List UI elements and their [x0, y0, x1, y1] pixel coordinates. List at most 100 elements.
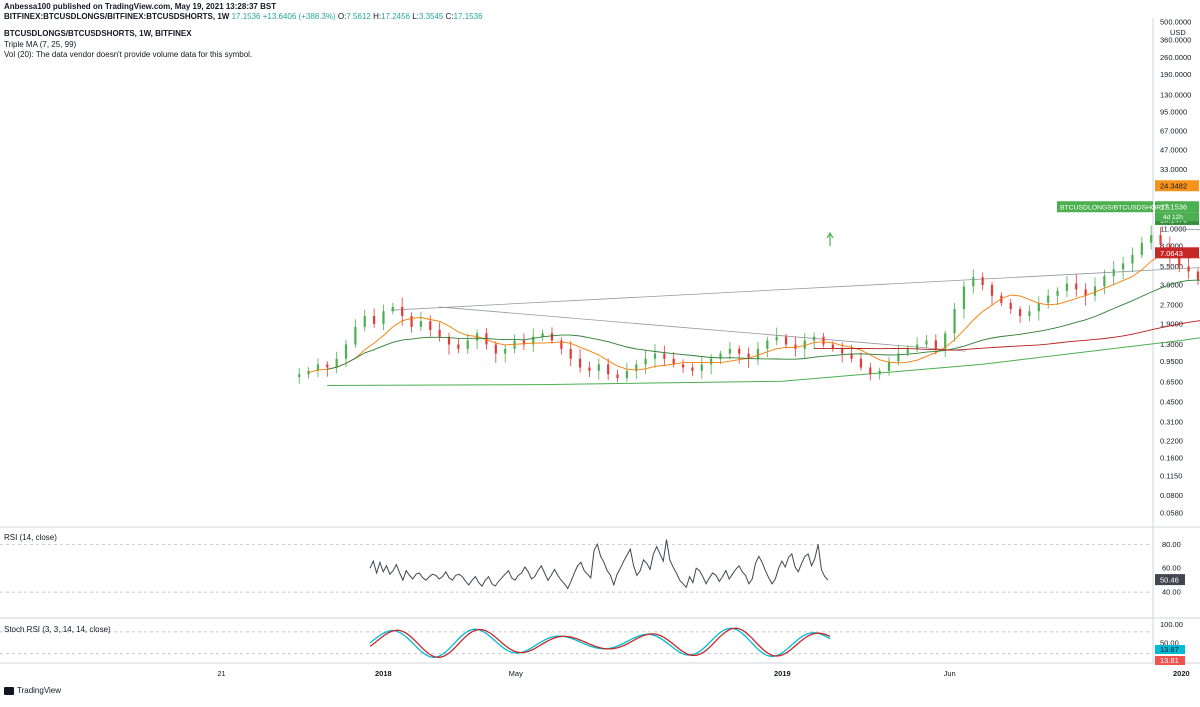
candle-body: [803, 340, 806, 349]
price-tick-label: 0.4500: [1160, 397, 1183, 406]
candle-body: [1018, 309, 1022, 317]
ma99-axis-label-bg: [1155, 247, 1199, 259]
ma25-axis-label: 24.3482: [1160, 182, 1187, 191]
ohlc-symbol: BITFINEX:BTCUSDLONGS/BITFINEX:BTCUSDSHOR…: [4, 12, 230, 21]
ohlc-h-label: H:: [373, 12, 382, 21]
candle-body: [316, 364, 320, 371]
candle-body: [934, 340, 937, 349]
price-tick-label: 1.3000: [1160, 340, 1183, 349]
candle-body: [410, 316, 413, 327]
stoch-label[interactable]: Stoch RSI (3, 3, 14, 14, close): [4, 625, 111, 634]
candle-body: [831, 344, 834, 349]
price-tick-label: 33.0000: [1160, 165, 1187, 174]
chart-title-line: BTCUSDLONGS/BTCUSDSHORTS, 1W, BITFINEX: [4, 29, 192, 39]
candle-body: [887, 361, 891, 371]
candle-body: [672, 358, 675, 365]
candle-body: [1009, 302, 1012, 310]
ma-7-line: [308, 251, 1200, 374]
candle-body: [344, 344, 348, 359]
candle-body: [560, 340, 563, 349]
tradingview-brand: TradingView: [17, 686, 62, 695]
candle-body: [1103, 276, 1106, 287]
price-tick-label: 0.1150: [1160, 471, 1182, 480]
price-tick-label: 5.5000: [1160, 262, 1183, 271]
candle-body: [691, 367, 694, 371]
tradingview-logo[interactable]: TradingView: [4, 686, 61, 695]
ohlc-line: BITFINEX:BTCUSDLONGS/BITFINEX:BTCUSDSHOR…: [4, 12, 483, 22]
candle-body: [457, 344, 460, 349]
candle-body: [401, 306, 404, 317]
candle-body: [738, 348, 741, 354]
candle-body: [494, 344, 497, 354]
candle-body: [1056, 290, 1059, 296]
price-tick-label: 67.0000: [1160, 126, 1187, 135]
candle-body: [841, 348, 844, 354]
countdown-text: 4d 12h: [1163, 214, 1183, 221]
candle-body: [1150, 235, 1153, 243]
rsi-line: [369, 539, 829, 590]
candle-body: [700, 364, 703, 371]
symbol-badge-label: BTCUSDLONGS/BTCUSDSHORTS: [1060, 205, 1170, 212]
price-tick-label: 500.0000: [1160, 18, 1191, 27]
ohlc-o-label: O:: [337, 12, 347, 21]
candle-body: [710, 358, 713, 365]
price-tick-label: 1.9000: [1160, 319, 1183, 328]
candle-body: [944, 333, 947, 349]
x-tick-label: 2020: [1173, 669, 1190, 678]
publisher-text: Anbessa100 published on TradingView.com,…: [4, 2, 277, 11]
candle-body: [597, 364, 600, 371]
candle-body: [916, 344, 919, 349]
ohlc-c-label: C:: [445, 12, 454, 21]
candle-body: [897, 353, 900, 362]
candle-body: [1178, 257, 1181, 267]
candle-body: [1112, 269, 1115, 277]
candle-body: [990, 284, 994, 296]
ohlc-c-value: 17.1536: [453, 12, 483, 21]
price-tick-label: 260.0000: [1160, 53, 1191, 62]
candle-body: [794, 344, 797, 349]
candle-body: [728, 348, 731, 354]
indicator-ma[interactable]: Triple MA (7, 25, 99): [4, 40, 77, 49]
stoch-k-label: 13.87: [1160, 645, 1179, 654]
candle-body: [354, 326, 357, 345]
ohlc-h-value: 17.2456: [381, 12, 410, 21]
candle-body: [466, 340, 469, 349]
candle-body: [578, 358, 582, 368]
candle-body: [981, 277, 984, 285]
candle-body: [644, 358, 647, 365]
candle-body: [719, 353, 722, 359]
price-tick-label: 0.0580: [1160, 509, 1183, 518]
x-tick-label: 2019: [774, 669, 791, 678]
price-tick-label: 0.9500: [1160, 357, 1183, 366]
candle-body: [756, 348, 760, 359]
ohlc-change: +13.6406 (+388.3%): [262, 12, 336, 21]
indicator-vol[interactable]: Vol (20): The data vendor doesn't provid…: [4, 50, 253, 59]
up-arrow-icon: [826, 231, 834, 246]
rsi-label[interactable]: RSI (14, close): [4, 533, 57, 542]
candle-body: [813, 336, 816, 341]
candle-body: [850, 353, 853, 359]
rsi-last-bg: [1155, 574, 1185, 586]
ma25-axis-label-bg: [1155, 180, 1199, 192]
price-tick-label: 47.0000: [1160, 146, 1187, 155]
ma99-axis-label: 7.0643: [1160, 249, 1183, 258]
candle-body: [373, 316, 376, 324]
candle-body: [1196, 271, 1200, 280]
candle-body: [1000, 295, 1003, 303]
candle-body: [475, 333, 479, 341]
stoch-k-line: [369, 627, 831, 658]
candles: [298, 225, 1200, 384]
ma-99-line: [814, 320, 1200, 351]
candle-body: [335, 358, 338, 368]
chart-title: BTCUSDLONGS/BTCUSDSHORTS, 1W, BITFINEX: [4, 29, 192, 38]
candle-body: [391, 306, 394, 312]
rsi-last-label: 50.46: [1160, 576, 1179, 585]
candle-body: [953, 309, 956, 334]
price-tick-label: 190.0000: [1160, 70, 1191, 79]
candle-body: [972, 277, 975, 287]
price-tick-label: 8.0000: [1160, 242, 1183, 251]
candle-body: [822, 336, 825, 345]
ohlc-l-value: 3.3545: [418, 12, 444, 21]
